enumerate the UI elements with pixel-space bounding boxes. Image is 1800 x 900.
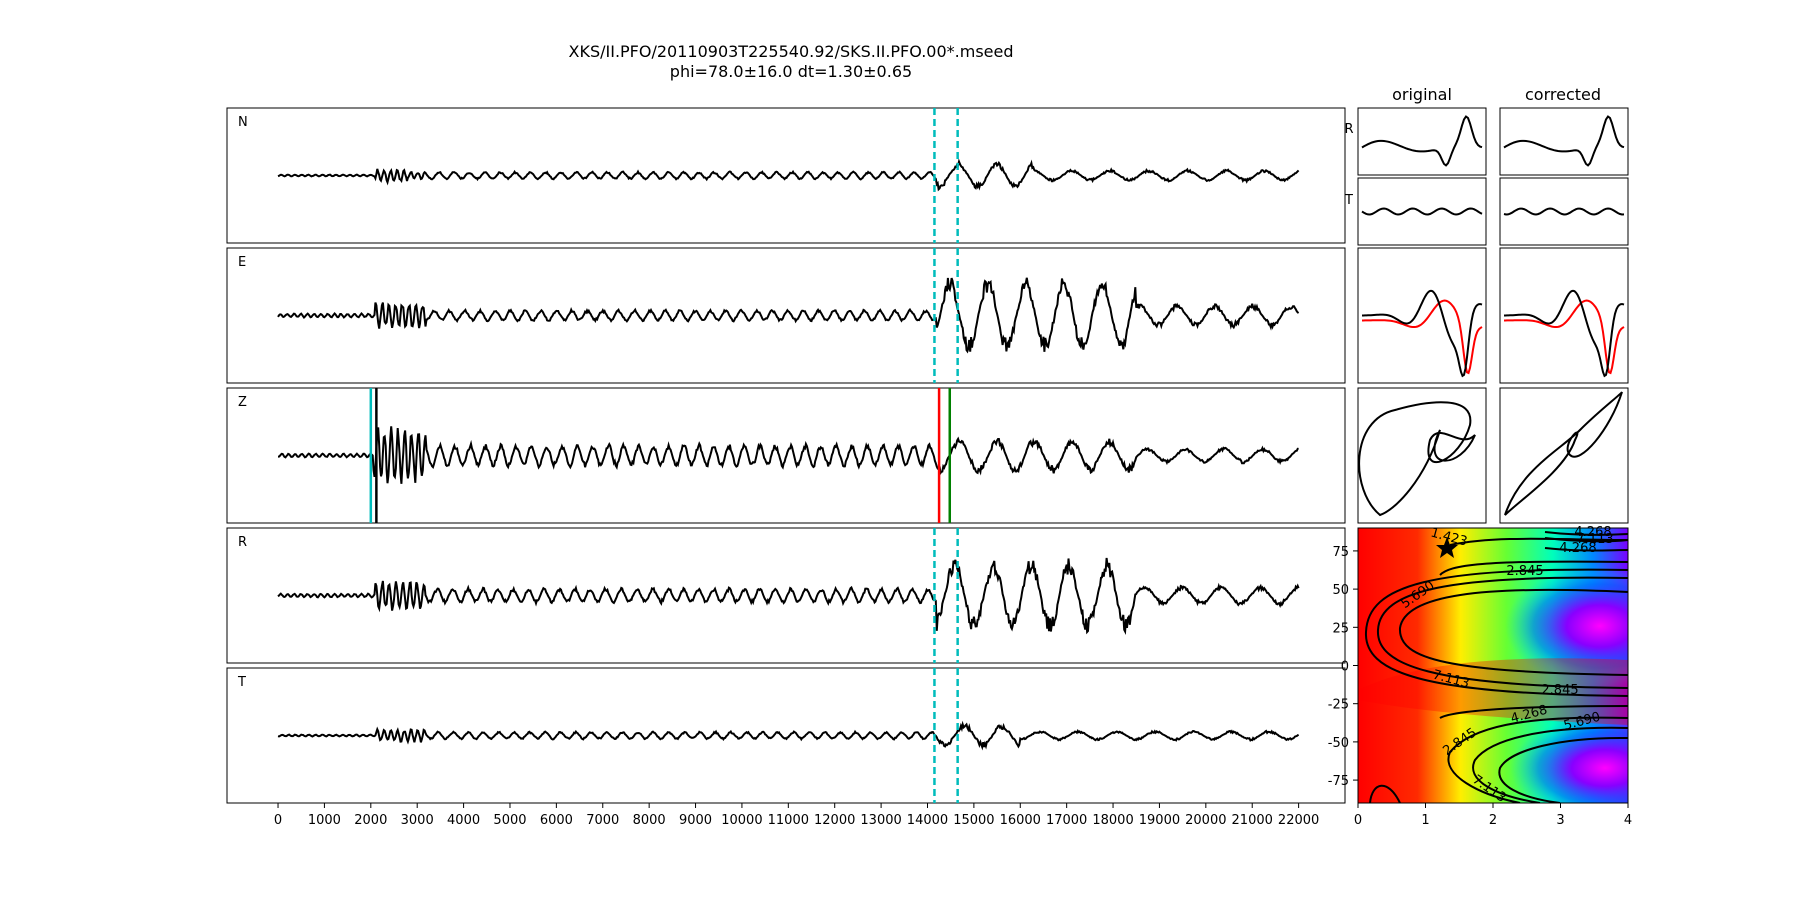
contour-label: 4.268 xyxy=(1574,525,1611,540)
x-tick-label: 9000 xyxy=(679,813,712,828)
particle-motion xyxy=(1358,401,1476,517)
x-tick-label: 7000 xyxy=(586,813,619,828)
contour-bottom-3 xyxy=(1498,736,1628,803)
surface-x-tick-label: 3 xyxy=(1556,813,1564,828)
particle-panel-frame xyxy=(1499,107,1629,176)
trace-x-axis: 0 1000 2000 3000 4000 5000 6000 7000 8000 9000 100… xyxy=(274,803,1319,828)
trace-panel-label: N xyxy=(238,115,248,130)
particle-panel-frame xyxy=(1499,177,1629,246)
x-tick-label: 8000 xyxy=(633,813,666,828)
surface-y-tick-label: 0 xyxy=(1341,660,1349,675)
column-title-original: original xyxy=(1392,85,1452,104)
trace-t xyxy=(277,720,1300,751)
x-tick-label: 3000 xyxy=(401,813,434,828)
surface-x-tick-label: 4 xyxy=(1624,813,1632,828)
x-tick-label: 19000 xyxy=(1139,813,1180,828)
contour-label: 2.845 xyxy=(1506,564,1543,579)
x-tick-label: 6000 xyxy=(540,813,573,828)
error-surface-min-bottom xyxy=(1510,716,1628,803)
trace-z xyxy=(278,426,1299,484)
particle-panel-frame xyxy=(1357,387,1487,524)
x-tick-label: 17000 xyxy=(1046,813,1087,828)
contour-5690-a xyxy=(1376,576,1628,689)
x-tick-label: 15000 xyxy=(953,813,994,828)
trace-panel-r-frame xyxy=(226,527,1346,664)
surface-y-tick-label: -75 xyxy=(1328,774,1349,789)
best-fit-star xyxy=(1436,537,1458,558)
column-title-corrected: corrected xyxy=(1525,85,1601,104)
particle-panel-frame xyxy=(1499,387,1629,524)
trace-panel-label: Z xyxy=(238,395,247,410)
particle-panels: RT xyxy=(1344,107,1629,524)
trace-panel-label: E xyxy=(238,255,246,270)
contour-top-stack xyxy=(1544,531,1628,552)
particle-row-label: T xyxy=(1344,193,1353,208)
x-tick-label: 5000 xyxy=(493,813,526,828)
figure-title-line2: phi=78.0±16.0 dt=1.30±0.65 xyxy=(670,62,912,81)
transverse-waveform xyxy=(1503,207,1625,216)
x-tick-label: 12000 xyxy=(814,813,855,828)
x-tick-label: 13000 xyxy=(860,813,901,828)
contour-4268-a xyxy=(1364,568,1628,697)
waveform-black xyxy=(1362,289,1483,378)
surface-y-tick-label: -25 xyxy=(1328,698,1349,713)
surface-y-tick-label: 50 xyxy=(1332,583,1349,598)
x-tick-label: 1000 xyxy=(308,813,341,828)
contour-2845-a xyxy=(1439,560,1628,719)
error-surface-min-top xyxy=(1505,566,1628,686)
contour-1423 xyxy=(1449,537,1628,546)
x-tick-label: 22000 xyxy=(1278,813,1319,828)
surface-x-tick-label: 0 xyxy=(1354,813,1362,828)
waveform-red xyxy=(1504,299,1625,375)
waveform-black xyxy=(1504,289,1625,378)
particle-panel-frame xyxy=(1499,247,1629,384)
waveform-red xyxy=(1362,299,1483,375)
x-tick-label: 2000 xyxy=(354,813,387,828)
x-tick-label: 4000 xyxy=(447,813,480,828)
contour-corner xyxy=(1369,784,1401,803)
trace-panels: N E Z R T xyxy=(226,107,1346,804)
x-tick-label: 16000 xyxy=(1000,813,1041,828)
trace-panel-t-frame xyxy=(226,667,1346,804)
x-tick-label: 21000 xyxy=(1232,813,1273,828)
x-tick-label: 11000 xyxy=(768,813,809,828)
contour-label: 4.268 xyxy=(1559,541,1596,556)
surface-y-tick-label: 75 xyxy=(1332,545,1349,560)
contour-bottom-1 xyxy=(1447,716,1628,803)
trace-r xyxy=(277,557,1300,635)
particle-row-label: R xyxy=(1344,122,1353,137)
surface-x-tick-label: 1 xyxy=(1421,813,1429,828)
trace-panel-z-frame xyxy=(226,387,1346,524)
x-tick-label: 10000 xyxy=(721,813,762,828)
x-tick-label: 20000 xyxy=(1185,813,1226,828)
particle-panel-frame xyxy=(1357,177,1487,246)
contour-bottom-2 xyxy=(1472,726,1628,803)
particle-panel-frame xyxy=(1357,247,1487,384)
trace-panel-e-frame xyxy=(226,247,1346,384)
contour-label: 7.113 xyxy=(1576,532,1613,547)
error-surface-axes: 0 1 2 3 4 -75 -50 -25 0 25 50 75 xyxy=(1328,545,1632,828)
radial-waveform xyxy=(1503,115,1625,167)
transverse-waveform xyxy=(1361,207,1483,216)
trace-panel-label: T xyxy=(237,675,246,690)
x-tick-label: 18000 xyxy=(1092,813,1133,828)
surface-x-tick-label: 2 xyxy=(1489,813,1497,828)
trace-panel-label: R xyxy=(238,535,247,550)
figure-title-line1: XKS/II.PFO/20110903T225540.92/SKS.II.PFO… xyxy=(569,42,1014,61)
surface-y-tick-label: -50 xyxy=(1328,736,1349,751)
error-surface-cold-band xyxy=(1358,658,1628,725)
trace-e xyxy=(277,277,1300,354)
contour-label: 2.845 xyxy=(1541,683,1578,698)
trace-n xyxy=(277,158,1300,192)
particle-panel-frame xyxy=(1357,107,1487,176)
x-tick-label: 14000 xyxy=(907,813,948,828)
contour-7113-a xyxy=(1398,588,1628,676)
particle-motion xyxy=(1504,391,1623,516)
x-tick-label: 0 xyxy=(274,813,282,828)
trace-panel-n-frame xyxy=(226,107,1346,244)
radial-waveform xyxy=(1361,115,1483,167)
surface-y-tick-label: 25 xyxy=(1332,621,1349,636)
